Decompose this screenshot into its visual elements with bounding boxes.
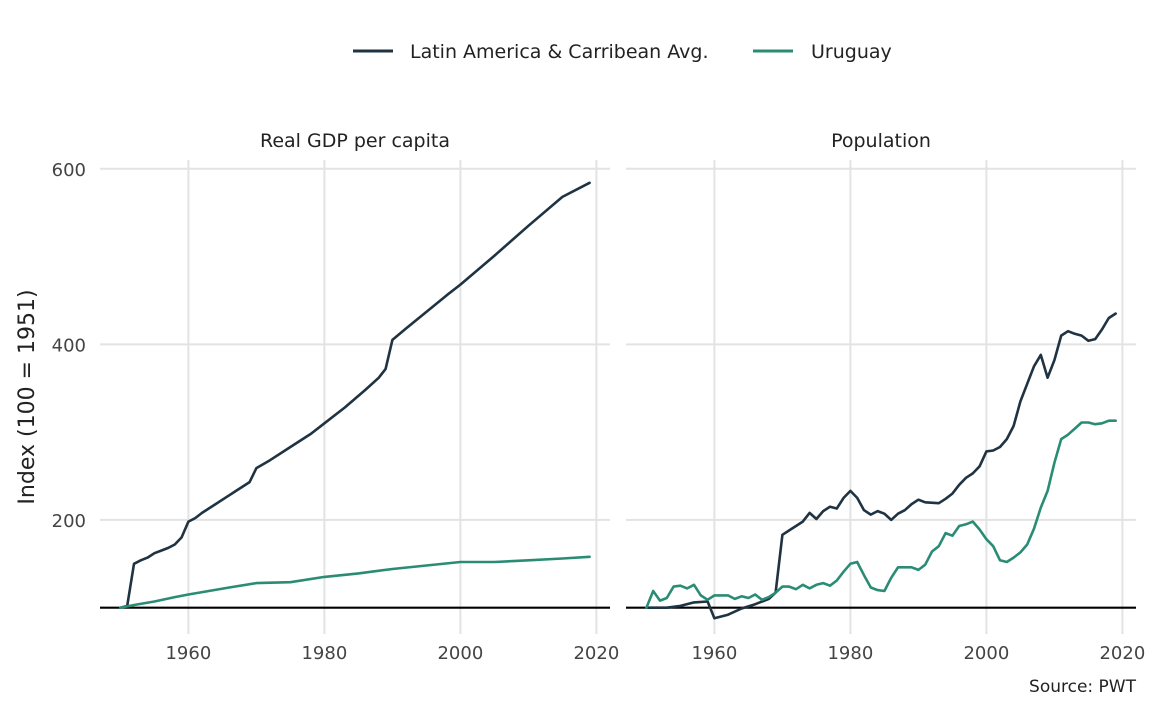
series-line-panel-2-uruguay	[645, 419, 1117, 609]
y-tick-label-200: 200	[52, 511, 86, 532]
legend-label-2: Uruguay	[811, 41, 892, 63]
x-tick-label-2000-panel-2: 2000	[963, 643, 1009, 664]
panel-title-2: Population	[831, 130, 931, 152]
x-tick-label-2000-panel-1: 2000	[437, 643, 483, 664]
x-tick-label-2020-panel-2: 2020	[1099, 643, 1145, 664]
source-caption: Source: PWT	[1029, 677, 1137, 697]
x-tick-label-1980-panel-1: 1980	[301, 643, 347, 664]
x-tick-label-1960-panel-2: 1960	[691, 643, 737, 664]
y-tick-label-400: 400	[52, 335, 86, 356]
legend-label-1: Latin America & Carribean Avg.	[410, 41, 709, 63]
x-tick-label-2020-panel-1: 2020	[573, 643, 619, 664]
panel-title-1: Real GDP per capita	[260, 130, 450, 152]
y-axis-title: Index (100 = 1951)	[15, 289, 40, 504]
x-tick-label-1980-panel-2: 1980	[827, 643, 873, 664]
series-line-panel-1-latam-avg	[119, 181, 591, 609]
series-line-panel-1-uruguay	[119, 555, 591, 609]
x-tick-label-1960-panel-1: 1960	[165, 643, 211, 664]
series-line-panel-2-latam-avg	[645, 312, 1117, 620]
y-tick-label-600: 600	[52, 160, 86, 181]
